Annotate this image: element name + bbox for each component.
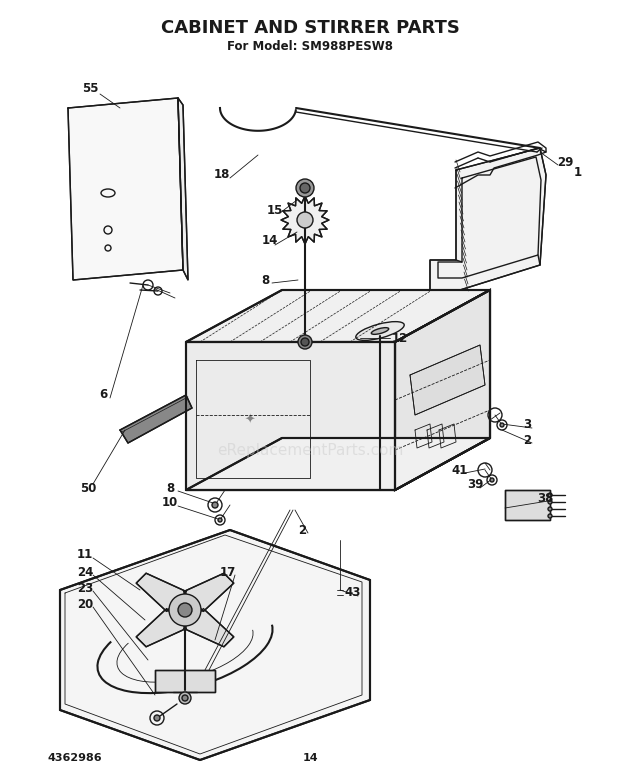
Text: 11: 11 bbox=[77, 548, 93, 561]
Text: 2: 2 bbox=[523, 433, 531, 447]
Circle shape bbox=[297, 212, 313, 228]
Text: 14: 14 bbox=[302, 753, 318, 763]
Circle shape bbox=[548, 500, 552, 504]
Polygon shape bbox=[136, 608, 187, 647]
Circle shape bbox=[301, 338, 309, 346]
Text: 38: 38 bbox=[537, 492, 553, 504]
Polygon shape bbox=[281, 196, 329, 244]
Text: 20: 20 bbox=[77, 597, 93, 611]
Text: 17: 17 bbox=[220, 565, 236, 579]
Polygon shape bbox=[136, 573, 187, 612]
Polygon shape bbox=[186, 438, 490, 490]
Circle shape bbox=[548, 514, 552, 518]
Polygon shape bbox=[395, 290, 490, 490]
Polygon shape bbox=[186, 342, 395, 490]
Text: For Model: SM988PESW8: For Model: SM988PESW8 bbox=[227, 40, 393, 52]
Circle shape bbox=[178, 603, 192, 617]
Circle shape bbox=[548, 493, 552, 497]
Circle shape bbox=[490, 478, 494, 482]
Text: 2: 2 bbox=[298, 523, 306, 536]
Text: 12: 12 bbox=[392, 332, 408, 345]
Polygon shape bbox=[186, 290, 490, 342]
Circle shape bbox=[182, 695, 188, 701]
Text: 15: 15 bbox=[267, 203, 283, 217]
Ellipse shape bbox=[371, 328, 389, 335]
Text: 41: 41 bbox=[452, 464, 468, 476]
Text: 14: 14 bbox=[262, 234, 278, 246]
Polygon shape bbox=[430, 148, 546, 290]
Text: 18: 18 bbox=[214, 168, 230, 181]
Circle shape bbox=[548, 507, 552, 511]
Text: 43: 43 bbox=[345, 586, 361, 600]
Text: 3: 3 bbox=[523, 418, 531, 432]
Text: ✦: ✦ bbox=[245, 414, 255, 426]
Text: 8: 8 bbox=[261, 274, 269, 286]
Polygon shape bbox=[68, 98, 183, 280]
Polygon shape bbox=[184, 608, 234, 647]
Text: CABINET AND STIRRER PARTS: CABINET AND STIRRER PARTS bbox=[161, 19, 459, 37]
Text: 39: 39 bbox=[467, 479, 483, 492]
Polygon shape bbox=[60, 530, 370, 760]
Polygon shape bbox=[505, 490, 550, 520]
Text: 1: 1 bbox=[574, 166, 582, 178]
Circle shape bbox=[300, 183, 310, 193]
Text: 55: 55 bbox=[82, 81, 98, 95]
Polygon shape bbox=[178, 98, 188, 280]
Polygon shape bbox=[155, 670, 215, 692]
Text: 4362986: 4362986 bbox=[48, 753, 103, 763]
Ellipse shape bbox=[356, 321, 404, 340]
Circle shape bbox=[212, 502, 218, 508]
Circle shape bbox=[500, 423, 504, 427]
Text: 6: 6 bbox=[99, 389, 107, 401]
Polygon shape bbox=[120, 395, 192, 443]
Circle shape bbox=[296, 179, 314, 197]
Circle shape bbox=[169, 594, 201, 626]
Polygon shape bbox=[395, 290, 490, 490]
Circle shape bbox=[179, 692, 191, 704]
Text: eReplacementParts.com: eReplacementParts.com bbox=[217, 443, 403, 457]
Polygon shape bbox=[410, 345, 485, 415]
Text: 29: 29 bbox=[557, 156, 573, 168]
Circle shape bbox=[218, 518, 222, 522]
Text: 10: 10 bbox=[162, 497, 178, 510]
Text: 23: 23 bbox=[77, 582, 93, 594]
Text: 8: 8 bbox=[166, 482, 174, 494]
Polygon shape bbox=[184, 573, 234, 612]
Text: 24: 24 bbox=[77, 565, 93, 579]
Text: 50: 50 bbox=[80, 482, 96, 494]
Circle shape bbox=[298, 335, 312, 349]
Circle shape bbox=[154, 715, 160, 721]
